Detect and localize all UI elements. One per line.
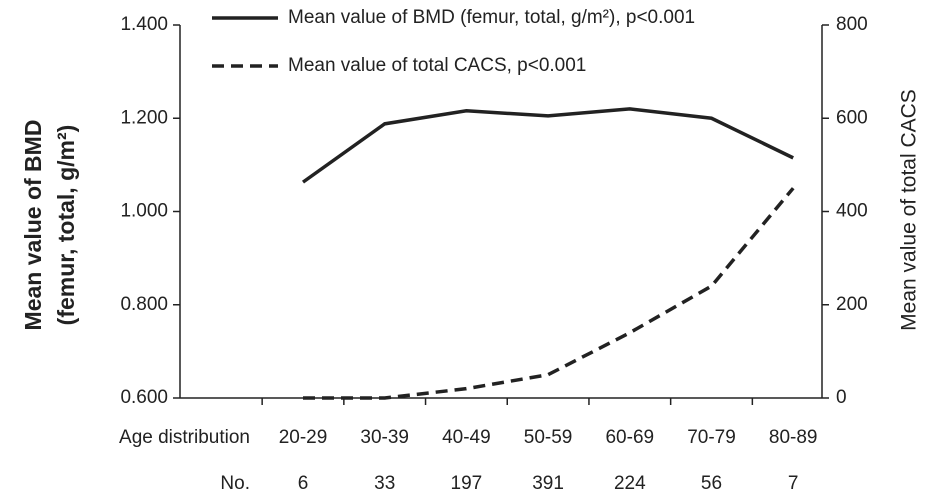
y2-tick-label: 0 — [836, 387, 847, 408]
legend-label: Mean value of total CACS, p<0.001 — [288, 55, 586, 76]
x-axis-title: Age distribution — [119, 427, 250, 448]
y2-axis-title: Mean value of total CACS — [898, 89, 921, 331]
count-label: 391 — [532, 473, 564, 494]
y-axis-title-line: (femur, total, g/m²) — [53, 125, 79, 326]
y2-tick-label: 200 — [836, 294, 868, 315]
x-tick-label: 80-89 — [769, 427, 818, 448]
x-tick-label: 50-59 — [524, 427, 573, 448]
counts-label: No. — [220, 473, 250, 494]
y-axis-title-line: Mean value of BMD — [20, 120, 46, 331]
x-tick-label: 30-39 — [360, 427, 409, 448]
y-tick-label: 0.800 — [120, 294, 168, 315]
x-tick-label: 20-29 — [279, 427, 328, 448]
series-line — [303, 187, 795, 400]
y-tick-label: 1.000 — [120, 201, 168, 222]
y-axis-title: Mean value of BMD (femur, total, g/m²) — [20, 120, 79, 331]
count-label: 197 — [451, 473, 483, 494]
y-tick-label: 1.400 — [120, 14, 168, 35]
x-tick-label: 40-49 — [442, 427, 491, 448]
count-label: 56 — [701, 473, 722, 494]
x-tick-label: 70-79 — [687, 427, 736, 448]
y-tick-label: 1.200 — [120, 107, 168, 128]
y2-tick-label: 400 — [836, 201, 868, 222]
count-label: 224 — [614, 473, 646, 494]
y2-tick-label: 600 — [836, 107, 868, 128]
legend-label: Mean value of BMD (femur, total, g/m²), … — [288, 7, 695, 28]
count-label: 7 — [788, 473, 799, 494]
count-label: 6 — [298, 473, 309, 494]
series-line — [301, 107, 794, 184]
count-label: 33 — [374, 473, 395, 494]
y-tick-label: 0.600 — [120, 387, 168, 408]
y2-tick-label: 800 — [836, 14, 868, 35]
x-tick-label: 60-69 — [605, 427, 654, 448]
